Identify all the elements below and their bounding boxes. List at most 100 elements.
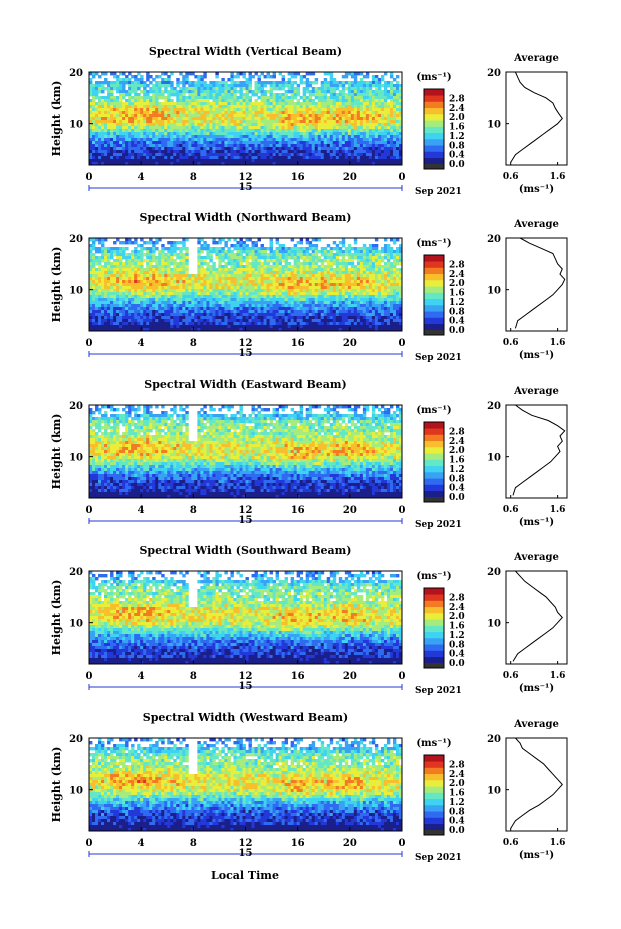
y-tick-label: 10 xyxy=(69,453,83,464)
colorbar-tick-label: 0.0 xyxy=(449,326,465,336)
average-title: Average xyxy=(513,719,559,730)
avg-x-label: (ms⁻¹) xyxy=(519,683,554,694)
y-axis-label: Height (km) xyxy=(50,580,63,656)
colorbar-tick-label: 0.0 xyxy=(449,493,465,503)
x-tick-label: 16 xyxy=(291,671,305,682)
avg-y-tick-label: 10 xyxy=(487,619,501,630)
avg-x-tick-label: 1.6 xyxy=(550,838,566,848)
day-label: 15 xyxy=(239,348,253,359)
x-tick-label: 0 xyxy=(86,338,93,349)
colorbar-segment xyxy=(424,484,444,492)
day-label: 15 xyxy=(239,182,253,193)
avg-y-tick-label: 20 xyxy=(487,401,501,412)
average-frame xyxy=(505,237,568,332)
colorbar-segment xyxy=(424,613,444,620)
colorbar-segment xyxy=(424,490,444,498)
heatmap-cells xyxy=(89,405,403,499)
average-profile-line xyxy=(512,570,563,662)
colorbar-frame xyxy=(423,254,445,336)
colorbar-segment xyxy=(424,472,444,479)
x-tick-label: 12 xyxy=(239,838,253,849)
colorbar-underflow xyxy=(424,497,444,502)
colorbar-tick-label: 1.2 xyxy=(449,465,465,475)
day-label: 15 xyxy=(239,681,253,692)
colorbar-segment xyxy=(424,656,444,664)
x-tick-label: 12 xyxy=(239,172,253,183)
colorbar-segment xyxy=(424,267,444,275)
colorbar-tick-label: 1.2 xyxy=(449,298,465,308)
colorbar-tick-label: 0.0 xyxy=(449,826,465,836)
x-tick-label: 8 xyxy=(190,172,197,183)
average-frame xyxy=(505,570,568,665)
colorbar-segment xyxy=(424,298,444,306)
y-tick-label: 10 xyxy=(69,120,83,131)
colorbar-tick-label: 2.8 xyxy=(449,760,465,770)
day-label: 15 xyxy=(239,848,253,859)
colorbar-tick-label: 2.4 xyxy=(449,270,465,280)
x-tick-label: 8 xyxy=(190,838,197,849)
heatmap-cells xyxy=(89,72,403,166)
colorbar-tick-label: 2.8 xyxy=(449,94,465,104)
average-profile: Average 20 10 0.6 1.6 (ms⁻¹) xyxy=(487,719,568,861)
colorbar-frame xyxy=(423,88,445,170)
y-axis-label: Height (km) xyxy=(50,414,63,490)
avg-y-tick-label: 20 xyxy=(487,68,501,79)
colorbar-segment xyxy=(424,286,444,293)
x-tick-label: 4 xyxy=(138,505,145,516)
colorbar-tick-label: 0.0 xyxy=(449,659,465,669)
colorbar-segment xyxy=(424,261,444,268)
colorbar-segment xyxy=(424,151,444,159)
x-tick-label: 0 xyxy=(399,172,406,183)
colorbar-segment xyxy=(424,780,444,787)
avg-x-tick-label: 0.6 xyxy=(503,838,519,848)
colorbar-segment xyxy=(424,755,444,762)
colorbar-tick-label: 0.8 xyxy=(449,474,465,484)
colorbar-tick-label: 2.4 xyxy=(449,770,465,780)
average-title: Average xyxy=(513,219,559,230)
colorbar: 2.82.42.01.61.20.80.40.0 xyxy=(423,754,465,836)
average-frame xyxy=(505,71,568,166)
colorbar-tick-label: 0.4 xyxy=(449,151,465,161)
colorbar-tick-label: 1.6 xyxy=(449,622,465,632)
avg-x-tick-label: 1.6 xyxy=(550,338,566,348)
x-tick-label: 0 xyxy=(86,172,93,183)
x-tick-label: 0 xyxy=(86,838,93,849)
date-label: Sep 2021 xyxy=(415,686,462,696)
x-tick-label: 0 xyxy=(399,671,406,682)
x-tick-label: 8 xyxy=(190,505,197,516)
colorbar-segment xyxy=(424,606,444,614)
colorbar-segment xyxy=(424,761,444,768)
colorbar-segment xyxy=(424,255,444,262)
avg-x-tick-label: 0.6 xyxy=(503,505,519,515)
colorbar-segment xyxy=(424,280,444,287)
colorbar-segment xyxy=(424,588,444,595)
colorbar: 2.82.42.01.61.20.80.40.0 xyxy=(423,421,465,503)
x-tick-label: 0 xyxy=(399,338,406,349)
x-tick-label: 4 xyxy=(138,838,145,849)
x-tick-label: 4 xyxy=(138,172,145,183)
y-tick-label: 10 xyxy=(69,619,83,630)
colorbar-segment xyxy=(424,811,444,818)
colorbar-segment xyxy=(424,107,444,115)
date-label: Sep 2021 xyxy=(415,853,462,863)
colorbar-tick-label: 2.4 xyxy=(449,104,465,114)
colorbar-segment xyxy=(424,311,444,318)
y-tick-label: 20 xyxy=(69,234,83,245)
avg-x-label: (ms⁻¹) xyxy=(519,517,554,528)
y-tick-label: 10 xyxy=(69,286,83,297)
y-tick-label: 20 xyxy=(69,567,83,578)
colorbar-tick-label: 1.6 xyxy=(449,289,465,299)
heatmap-cells xyxy=(89,238,403,332)
colorbar-unit: (ms⁻¹) xyxy=(416,405,451,416)
colorbar-segment xyxy=(424,638,444,645)
colorbar-segment xyxy=(424,773,444,781)
colorbar-tick-label: 2.0 xyxy=(449,279,465,289)
avg-x-tick-label: 0.6 xyxy=(503,172,519,182)
local-time-label: Local Time xyxy=(211,869,279,882)
x-tick-label: 8 xyxy=(190,671,197,682)
colorbar-segment xyxy=(424,323,444,331)
colorbar-segment xyxy=(424,600,444,608)
panel-2: Spectral Width (Northward Beam) 20 10 Heigh… xyxy=(50,211,568,363)
colorbar-tick-label: 2.4 xyxy=(449,603,465,613)
colorbar-tick-label: 2.0 xyxy=(449,113,465,123)
